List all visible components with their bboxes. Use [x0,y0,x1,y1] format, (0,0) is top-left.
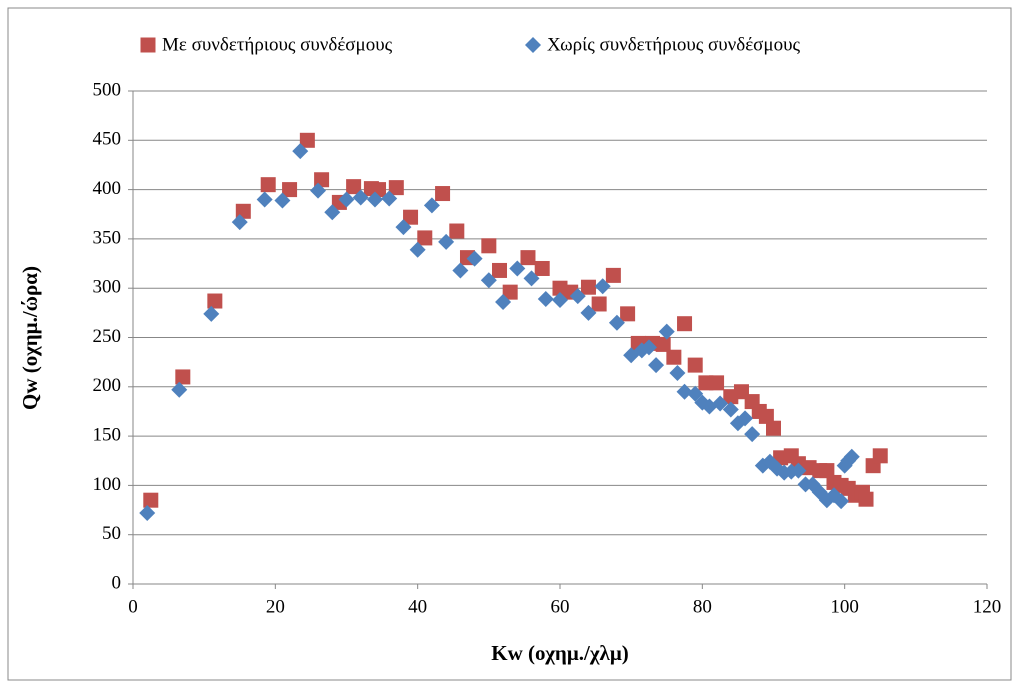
data-point [523,270,540,287]
data-point [366,191,383,208]
y-tick-label: 100 [93,474,122,495]
data-point [423,197,440,214]
data-point [409,241,426,258]
x-tick-label: 0 [128,596,138,617]
data-point [274,192,291,209]
data-point [395,219,412,236]
data-point [712,395,729,412]
data-point [492,262,508,278]
data-point [388,180,404,196]
data-point [171,381,188,398]
data-point [766,420,781,436]
data-point [452,262,469,279]
data-point [790,462,807,479]
data-point [722,401,739,418]
data-point [438,233,455,250]
data-point [495,294,512,311]
data-point [260,177,276,193]
data-point [502,284,518,300]
data-point [608,314,625,331]
data-point [677,316,693,332]
data-point [819,463,835,479]
y-axis-label: Qw (οχημ./ώρα) [18,266,42,410]
x-tick-label: 60 [551,596,570,617]
data-point [292,143,309,160]
legend-marker [525,37,541,53]
y-tick-label: 250 [93,326,122,347]
y-tick-label: 500 [93,79,122,100]
data-point [282,182,298,198]
data-point [449,223,465,239]
data-point [381,190,398,207]
data-point [758,408,774,424]
data-point [858,491,874,507]
data-point [552,292,568,309]
data-point [299,132,315,148]
data-point [231,214,248,231]
data-point [580,304,597,321]
data-point [203,305,220,322]
data-point [640,339,657,356]
data-point [534,260,550,276]
data-point [655,336,671,352]
chart-border [7,7,1012,681]
data-point [594,278,611,295]
legend-label: Με συνδετήριους συνδέσμους [162,34,393,55]
data-point [466,250,483,267]
data-point [435,186,451,202]
data-point [324,204,341,221]
data-point [480,272,497,289]
y-tick-label: 350 [93,227,122,248]
y-tick-label: 0 [112,572,122,593]
legend-marker [140,37,156,53]
data-point [175,369,191,385]
data-point [666,349,682,365]
y-tick-label: 300 [93,277,122,298]
data-point [346,179,362,195]
legend-label: Χωρίς συνδετήριους συνδέσμους [547,34,801,55]
data-point [687,357,703,373]
data-point [338,191,355,208]
data-point [843,448,860,465]
y-tick-label: 150 [93,424,122,445]
x-tick-label: 40 [408,596,427,617]
data-point [737,410,754,427]
data-point [417,230,433,246]
x-tick-label: 20 [266,596,285,617]
x-tick-label: 120 [973,596,1002,617]
data-point [143,492,159,508]
data-point [591,296,607,312]
data-point [872,448,888,464]
data-point [648,357,665,374]
data-point [658,323,675,340]
data-point [620,306,636,322]
y-tick-label: 200 [93,375,122,396]
data-point [833,493,850,510]
data-point [709,375,725,391]
data-point [569,288,586,305]
data-point [352,189,369,206]
data-point [520,250,536,266]
data-point [310,182,327,199]
data-point [669,364,686,381]
x-axis-label: Kw (οχημ./χλμ) [491,641,629,665]
x-tick-label: 80 [693,596,712,617]
data-point [256,191,273,208]
data-point [537,291,554,308]
data-point [744,426,761,443]
data-point [605,267,621,283]
data-point [481,238,497,254]
data-point [509,260,526,277]
data-point [403,209,419,225]
data-point [207,293,223,309]
y-tick-label: 400 [93,178,122,199]
data-point [676,383,693,400]
data-point [139,505,156,522]
y-tick-label: 50 [102,523,121,544]
x-tick-label: 100 [830,596,859,617]
y-tick-label: 450 [93,129,122,150]
data-point [580,279,596,295]
